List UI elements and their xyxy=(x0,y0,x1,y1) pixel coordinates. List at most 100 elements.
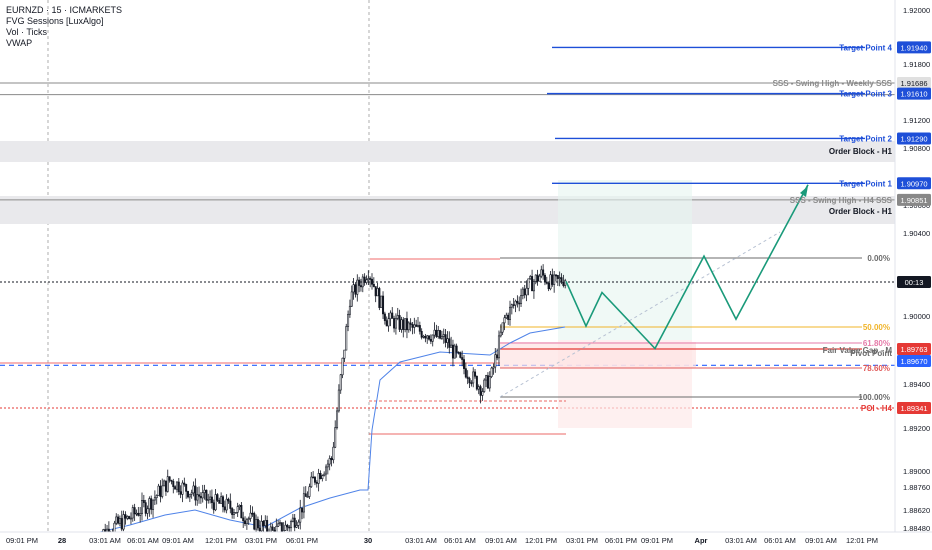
legend-indicator-fvg[interactable]: FVG Sessions [LuxAlgo] xyxy=(6,16,104,26)
candle-body xyxy=(190,492,193,495)
candle-body xyxy=(245,519,248,525)
candle-body xyxy=(234,512,237,514)
candle-body xyxy=(556,275,559,279)
time-tick-label: 03:01 AM xyxy=(405,536,437,545)
candle-body xyxy=(507,314,510,320)
candle-body xyxy=(505,314,508,319)
candle-body xyxy=(413,324,416,328)
candle-body xyxy=(210,496,213,503)
candle-body xyxy=(512,304,515,306)
candle-body xyxy=(492,366,495,369)
fib-50-label: 50.00% xyxy=(863,323,890,332)
candle-body xyxy=(244,520,247,525)
candle-body xyxy=(220,496,223,504)
candle-body xyxy=(256,519,259,529)
candle-body xyxy=(304,493,307,497)
candle-body xyxy=(175,481,178,490)
candle-body xyxy=(185,484,188,492)
candle-body xyxy=(199,495,202,499)
price-tick-label: 1.89400 xyxy=(903,380,930,389)
candle-body xyxy=(135,512,138,515)
time-axis xyxy=(0,532,932,550)
candle-body xyxy=(288,526,291,529)
current-price-badge: 00:13 xyxy=(905,278,924,287)
candle-body xyxy=(411,324,414,328)
target-point-3-label: Target Point 3 xyxy=(839,90,892,99)
candle-body xyxy=(554,274,557,277)
candle-body xyxy=(418,325,421,332)
candle-body xyxy=(198,494,201,497)
order-block-zone xyxy=(0,196,895,224)
time-tick-label: 28 xyxy=(58,536,66,545)
candle-body xyxy=(461,357,464,360)
candle-body xyxy=(428,335,431,340)
candle-body xyxy=(369,278,372,280)
candle-body xyxy=(207,499,210,501)
poi-h4-badge-bg xyxy=(897,402,931,414)
candle-body xyxy=(420,331,423,338)
price-tick-label: 1.89200 xyxy=(903,424,930,433)
candle-body xyxy=(560,277,563,283)
candle-body xyxy=(387,318,390,327)
price-tick-label: 1.91800 xyxy=(903,60,930,69)
candle-body xyxy=(164,480,167,492)
chart-legend: EURNZD · 15 · ICMARKETS FVG Sessions [Lu… xyxy=(6,5,122,49)
candle-body xyxy=(426,335,429,339)
candle-body xyxy=(238,504,241,507)
legend-symbol[interactable]: EURNZD · 15 · ICMARKETS xyxy=(6,5,123,15)
candle-body xyxy=(236,506,239,513)
candle-body xyxy=(161,485,164,497)
time-tick-label: 12:01 PM xyxy=(205,536,237,545)
candle-body xyxy=(542,269,545,276)
candle-body xyxy=(209,496,212,500)
candle-body xyxy=(330,458,333,461)
candle-body xyxy=(166,476,169,492)
time-tick-label: 03:01 PM xyxy=(566,536,598,545)
candle-body xyxy=(394,317,397,329)
sss-weekly-badge: 1.91686 xyxy=(900,79,927,88)
candle-body xyxy=(291,517,294,522)
candle-body xyxy=(126,516,129,519)
candle-body xyxy=(457,351,460,354)
candle-body xyxy=(439,330,442,339)
candle-body xyxy=(396,315,399,319)
candle-body xyxy=(407,322,410,331)
candle-body xyxy=(284,524,287,531)
candle-body xyxy=(201,492,204,499)
candle-body xyxy=(391,312,394,319)
candle-body xyxy=(496,354,499,359)
candle-body xyxy=(255,519,258,530)
order-block-label: Order Block - H1 xyxy=(829,147,893,156)
candle-body xyxy=(433,329,436,336)
candle-body xyxy=(475,376,478,390)
candle-body xyxy=(280,522,283,534)
time-tick-label: 09:01 PM xyxy=(641,536,673,545)
candle-body xyxy=(499,331,502,337)
candle-body xyxy=(163,480,166,487)
target-point-4-badge-bg xyxy=(897,41,931,54)
candle-body xyxy=(415,324,418,327)
candle-body xyxy=(405,318,408,331)
candle-body xyxy=(332,446,335,461)
candle-body xyxy=(370,278,373,285)
candle-body xyxy=(564,280,567,286)
candle-body xyxy=(464,368,467,378)
legend-indicator-vwap[interactable]: VWAP xyxy=(6,38,33,48)
fib-100-label: 100.00% xyxy=(858,393,890,402)
time-tick-label: Apr xyxy=(695,536,708,545)
candle-body xyxy=(146,508,149,514)
sss-weekly-label: SSS - Swing High - Weekly SSS xyxy=(773,79,893,88)
candle-body xyxy=(440,336,443,339)
price-tick-label: 1.90400 xyxy=(903,229,930,238)
target-point-1-badge-bg xyxy=(897,177,931,190)
candle-body xyxy=(347,313,350,327)
candle-body xyxy=(468,378,471,384)
candle-body xyxy=(188,493,191,498)
legend-indicator-volume[interactable]: Vol · Ticks xyxy=(6,27,48,37)
current-price-badge-bg xyxy=(897,276,931,288)
projection-zigzag xyxy=(565,184,809,350)
poi-h4-badge: 1.89341 xyxy=(900,404,927,413)
candle-body xyxy=(313,476,316,483)
